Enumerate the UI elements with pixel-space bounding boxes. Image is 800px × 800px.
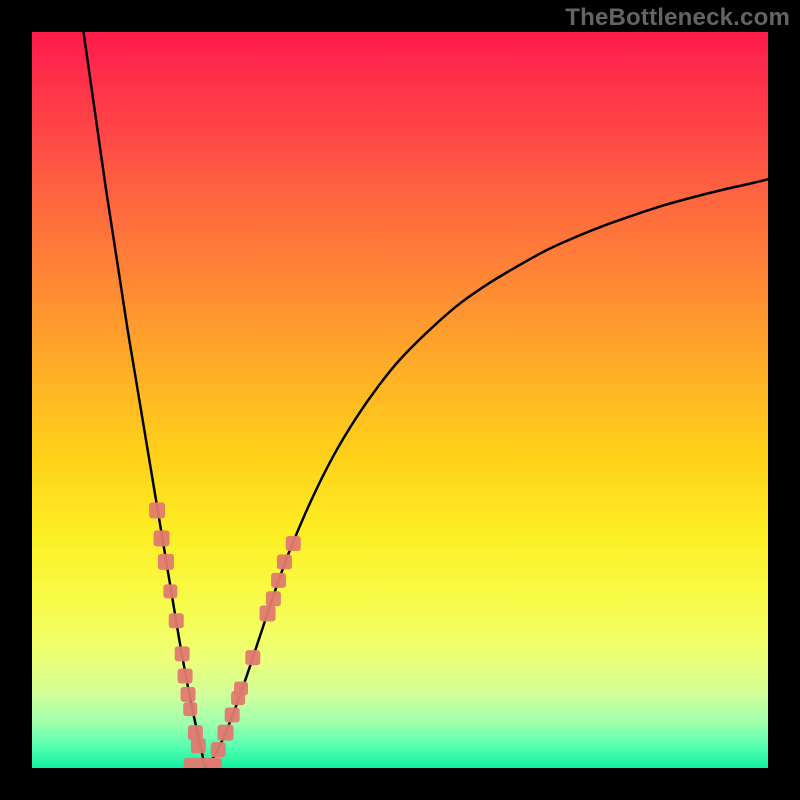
data-marker	[218, 725, 234, 741]
data-marker	[163, 584, 177, 598]
bottleneck-chart	[0, 0, 800, 800]
data-marker	[260, 605, 276, 621]
data-marker	[158, 554, 174, 570]
data-marker	[245, 650, 260, 665]
data-marker	[286, 536, 301, 551]
data-marker	[188, 725, 203, 740]
data-marker	[181, 687, 196, 702]
watermark-text: TheBottleneck.com	[565, 4, 790, 32]
data-marker	[266, 591, 281, 606]
data-marker	[277, 554, 292, 569]
data-marker	[271, 573, 286, 588]
data-marker	[169, 613, 184, 628]
data-marker	[234, 682, 248, 696]
data-marker	[178, 669, 193, 684]
data-marker	[191, 738, 206, 753]
data-marker	[211, 742, 226, 757]
data-marker	[149, 502, 165, 518]
data-marker	[154, 530, 170, 546]
data-marker	[183, 702, 197, 716]
data-marker	[225, 708, 240, 723]
data-marker	[175, 646, 190, 661]
